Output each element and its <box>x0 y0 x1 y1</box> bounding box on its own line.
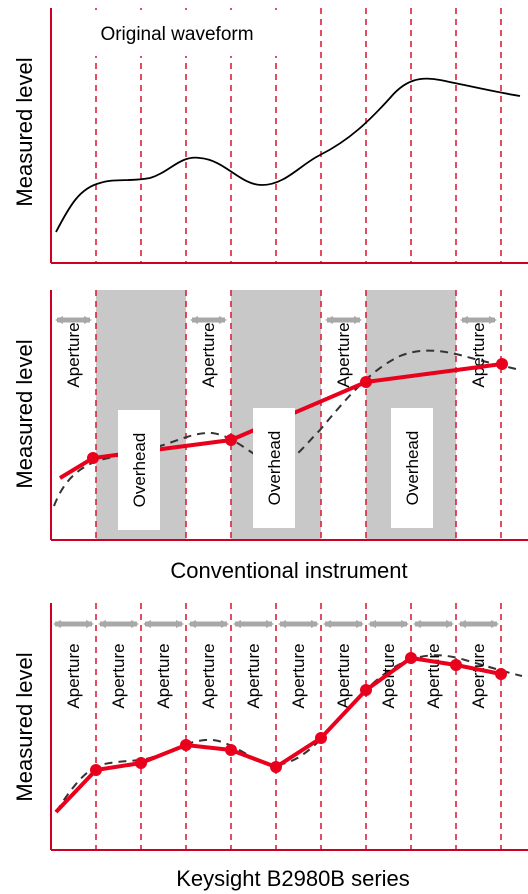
panel2-ylabel: Measured level <box>12 339 37 488</box>
measurement-point <box>87 452 99 464</box>
measurement-point <box>496 358 508 370</box>
panel3-axes <box>50 603 528 851</box>
measurement-point <box>450 659 462 671</box>
measurement-point <box>405 652 417 664</box>
panel2-overhead-labels: Overhead Overhead Overhead <box>118 408 433 530</box>
measurement-point <box>225 434 237 446</box>
panel2-aperture-labels: Aperture Aperture Aperture Aperture <box>64 322 488 387</box>
panel3-aperture-label: Aperture <box>109 643 128 708</box>
panel3-aperture-labels: Aperture Aperture Aperture Aperture Aper… <box>64 643 488 708</box>
panel3-aperture-label: Aperture <box>334 643 353 708</box>
panel-keysight-b2980b: Measured level <box>12 603 528 891</box>
panel2-aperture-label: Aperture <box>64 322 83 387</box>
panel3-ylabel: Measured level <box>12 652 37 801</box>
overhead-label-box <box>118 410 160 530</box>
panel2-measurement-points <box>87 358 508 464</box>
panel3-caption: Keysight B2980B series <box>176 866 410 891</box>
panel2-aperture-label: Aperture <box>199 322 218 387</box>
measurement-point <box>90 764 102 776</box>
panel-original-waveform: Measured level Original waveform <box>12 8 528 264</box>
measurement-point <box>315 732 327 744</box>
panel3-gridlines <box>95 603 502 850</box>
measurement-point <box>135 757 147 769</box>
measurement-point <box>180 739 192 751</box>
panel2-gridlines <box>95 290 502 540</box>
measurement-point <box>360 376 372 388</box>
overhead-label: Overhead <box>265 431 284 506</box>
overhead-label-box <box>253 408 295 528</box>
measurement-point <box>495 668 507 680</box>
overhead-label: Overhead <box>403 431 422 506</box>
panel1-title: Original waveform <box>100 24 253 45</box>
panel1-ylabel: Measured level <box>12 57 37 206</box>
panel3-aperture-label: Aperture <box>199 643 218 708</box>
panel3-aperture-label: Aperture <box>424 643 443 708</box>
panel3-aperture-label: Aperture <box>64 643 83 708</box>
panel3-aperture-label: Aperture <box>469 643 488 708</box>
panel1-axes <box>50 8 528 264</box>
measurement-point <box>225 744 237 756</box>
overhead-label-box <box>391 408 433 528</box>
panel3-aperture-label: Aperture <box>154 643 173 708</box>
panel2-aperture-label: Aperture <box>469 322 488 387</box>
overhead-label: Overhead <box>130 433 149 508</box>
panel-conventional-instrument: Measured level Aperture <box>12 290 528 583</box>
panel2-aperture-label: Aperture <box>334 322 353 387</box>
panel2-axes <box>50 290 528 541</box>
panel2-caption: Conventional instrument <box>170 558 407 583</box>
measurement-point <box>360 684 372 696</box>
original-waveform <box>55 77 521 233</box>
panel1-title-box <box>63 10 291 56</box>
panel3-aperture-label: Aperture <box>289 643 308 708</box>
panel3-measurement-points <box>90 652 507 776</box>
measurement-point <box>270 761 282 773</box>
panel3-aperture-label: Aperture <box>244 643 263 708</box>
panel1-gridlines <box>95 8 502 263</box>
